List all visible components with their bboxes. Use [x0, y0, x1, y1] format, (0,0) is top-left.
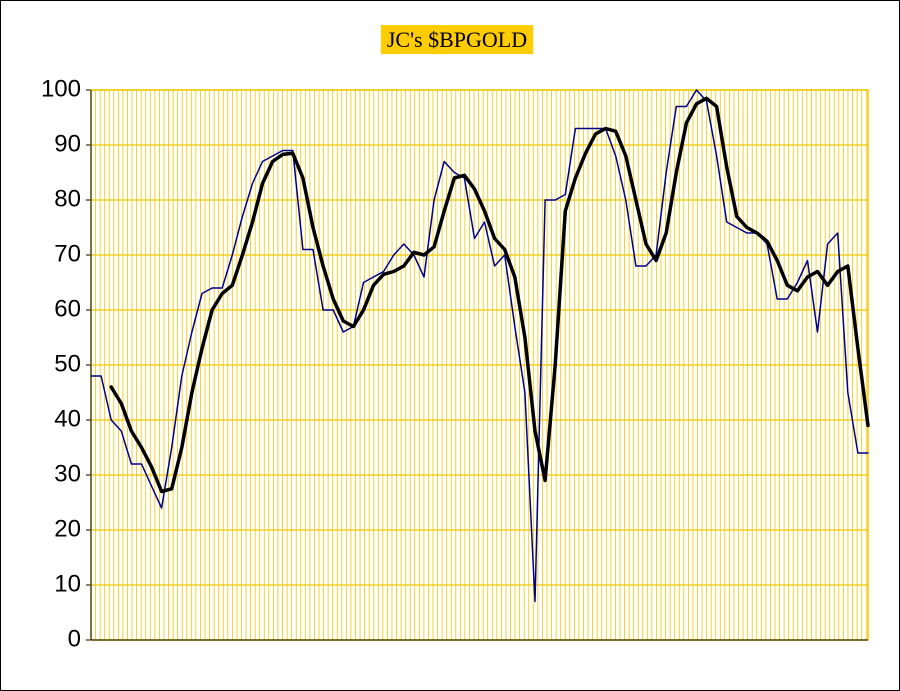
- y-tick-label: 10: [54, 570, 81, 597]
- chart-title: JC's $BPGOLD: [387, 27, 527, 52]
- y-tick-label: 20: [54, 515, 81, 542]
- y-tick-label: 60: [54, 295, 81, 322]
- y-tick-label: 100: [41, 75, 81, 102]
- y-tick-label: 0: [68, 625, 81, 652]
- series-line: [109, 96, 870, 494]
- y-tick-label: 90: [54, 130, 81, 157]
- y-tick-label: 30: [54, 460, 81, 487]
- y-tick-label: 80: [54, 185, 81, 212]
- title-background: [380, 25, 534, 55]
- series-line: [90, 89, 869, 603]
- y-tick-label: 40: [54, 405, 81, 432]
- y-tick-label: 70: [54, 240, 81, 267]
- y-tick-label: 50: [54, 350, 81, 377]
